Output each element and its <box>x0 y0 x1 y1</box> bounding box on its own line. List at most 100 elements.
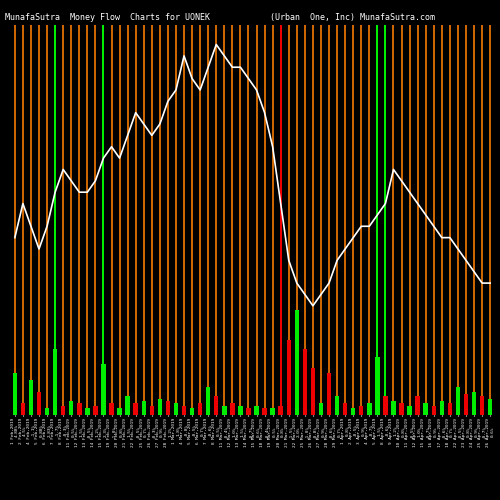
Bar <box>424 25 426 415</box>
Bar <box>264 25 266 415</box>
Bar <box>449 25 451 415</box>
Bar <box>199 25 201 415</box>
Bar <box>400 404 404 415</box>
Bar <box>38 25 40 415</box>
Bar <box>110 404 114 415</box>
Bar <box>408 25 410 415</box>
Bar <box>441 25 443 415</box>
Bar <box>190 408 194 415</box>
Bar <box>480 396 484 415</box>
Bar <box>166 401 170 415</box>
Bar <box>367 404 372 415</box>
Bar <box>320 25 322 415</box>
Bar <box>440 401 444 415</box>
Bar <box>286 340 291 415</box>
Bar <box>304 25 306 415</box>
Bar <box>142 25 144 415</box>
Bar <box>392 25 394 415</box>
Bar <box>46 25 48 415</box>
Bar <box>344 25 346 415</box>
Bar <box>408 406 412 415</box>
Bar <box>248 25 250 415</box>
Bar <box>94 25 96 415</box>
Bar <box>254 406 258 415</box>
Bar <box>134 25 136 415</box>
Bar <box>375 356 380 415</box>
Bar <box>93 406 98 415</box>
Bar <box>151 25 153 415</box>
Bar <box>383 396 388 415</box>
Bar <box>70 25 72 415</box>
Bar <box>126 25 128 415</box>
Bar <box>198 404 202 415</box>
Bar <box>110 25 112 415</box>
Bar <box>335 396 340 415</box>
Bar <box>182 406 186 415</box>
Bar <box>134 404 138 415</box>
Bar <box>167 25 169 415</box>
Bar <box>230 404 234 415</box>
Bar <box>256 25 258 415</box>
Bar <box>433 25 435 415</box>
Bar <box>214 396 218 415</box>
Bar <box>432 406 436 415</box>
Bar <box>336 25 338 415</box>
Bar <box>238 406 242 415</box>
Bar <box>457 25 459 415</box>
Bar <box>20 404 25 415</box>
Bar <box>142 401 146 415</box>
Bar <box>294 310 299 415</box>
Bar <box>118 25 120 415</box>
Bar <box>207 25 209 415</box>
Bar <box>224 25 226 415</box>
Bar <box>262 408 267 415</box>
Bar <box>12 373 17 415</box>
Bar <box>465 25 467 415</box>
Bar <box>215 25 218 415</box>
Bar <box>489 25 491 415</box>
Bar <box>312 25 314 415</box>
Bar <box>246 408 250 415</box>
Bar <box>319 404 323 415</box>
Bar <box>424 404 428 415</box>
Bar <box>159 25 161 415</box>
Bar <box>359 406 364 415</box>
Bar <box>302 350 307 415</box>
Bar <box>158 398 162 415</box>
Bar <box>62 25 64 415</box>
Bar <box>101 364 105 415</box>
Bar <box>28 380 33 415</box>
Text: MunafaSutra  Money Flow  Charts for UONEK            (Urban  One, Inc) MunafaSut: MunafaSutra Money Flow Charts for UONEK … <box>5 12 435 22</box>
Bar <box>54 25 56 415</box>
Bar <box>343 404 347 415</box>
Bar <box>37 392 41 415</box>
Bar <box>14 25 16 415</box>
Bar <box>392 401 396 415</box>
Bar <box>22 25 24 415</box>
Bar <box>85 408 89 415</box>
Bar <box>472 392 476 415</box>
Bar <box>296 25 298 415</box>
Bar <box>232 25 234 415</box>
Bar <box>69 401 73 415</box>
Bar <box>30 25 32 415</box>
Bar <box>118 408 122 415</box>
Bar <box>351 408 356 415</box>
Bar <box>280 25 281 415</box>
Bar <box>352 25 354 415</box>
Bar <box>473 25 475 415</box>
Bar <box>45 408 50 415</box>
Bar <box>240 25 242 415</box>
Bar <box>488 398 492 415</box>
Bar <box>191 25 193 415</box>
Bar <box>360 25 362 415</box>
Bar <box>456 387 460 415</box>
Bar <box>310 368 315 415</box>
Bar <box>53 350 58 415</box>
Bar <box>174 404 178 415</box>
Bar <box>183 25 185 415</box>
Bar <box>77 404 82 415</box>
Bar <box>416 25 418 415</box>
Bar <box>481 25 483 415</box>
Bar <box>206 387 210 415</box>
